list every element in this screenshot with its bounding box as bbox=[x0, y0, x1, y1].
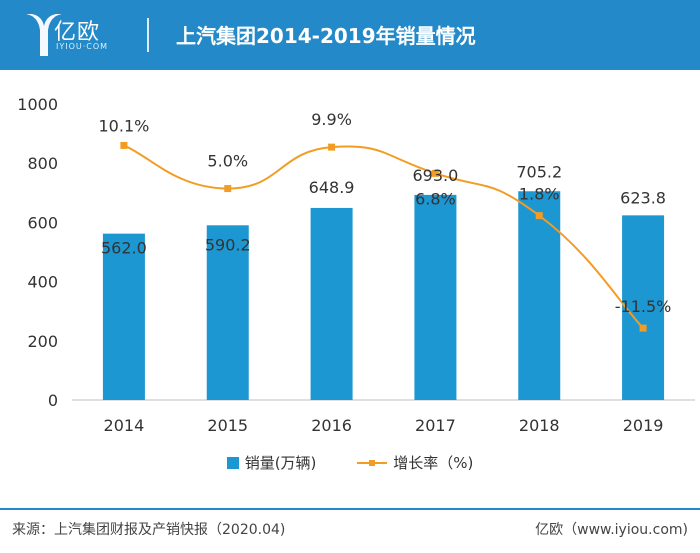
legend-bar-swatch bbox=[226, 456, 239, 469]
sales-bar bbox=[518, 191, 561, 400]
growth-marker bbox=[120, 141, 128, 149]
y-tick-label: 0 bbox=[48, 391, 58, 410]
bar-value-label: 590.2 bbox=[205, 235, 251, 254]
chart-axes: 0 200 400 600 800 1000 2014 2015 2016 2017 2018 201… bbox=[17, 95, 695, 435]
x-tick-label: 2019 bbox=[623, 416, 664, 435]
bar-value-label: 648.9 bbox=[309, 178, 355, 197]
growth-value-label: -11.5% bbox=[615, 297, 672, 316]
growth-marker bbox=[535, 212, 543, 220]
legend-growth-label: 增长率（%) bbox=[393, 454, 474, 472]
growth-line bbox=[123, 144, 644, 329]
growth-marker bbox=[224, 185, 232, 193]
y-tick-label: 200 bbox=[27, 332, 58, 351]
header-bar: 亿欧 IYIOU·COM 上汽集团2014-2019年销量情况 bbox=[0, 0, 700, 70]
bar-value-label: 705.2 bbox=[516, 162, 562, 181]
bar-value-label: 623.8 bbox=[620, 188, 666, 207]
y-tick-label: 600 bbox=[27, 213, 58, 232]
line-series bbox=[120, 141, 647, 332]
x-tick-label: 2018 bbox=[519, 416, 560, 435]
legend-line-swatch bbox=[357, 457, 388, 469]
growth-value-label: 9.9% bbox=[311, 110, 352, 129]
growth-value-label: 1.8% bbox=[519, 185, 560, 204]
sales-bar bbox=[622, 215, 665, 400]
chart-legend: 销量(万辆) 增长率（%) bbox=[0, 452, 700, 473]
x-tick-label: 2015 bbox=[207, 416, 248, 435]
bar-value-label: 562.0 bbox=[101, 239, 147, 258]
yiou-logo-icon bbox=[26, 14, 62, 56]
bar-value-label: 693.0 bbox=[413, 166, 459, 185]
y-tick-label: 1000 bbox=[17, 95, 58, 114]
brand-note: 亿欧（www.iyiou.com) bbox=[535, 522, 688, 538]
x-tick-label: 2017 bbox=[415, 416, 456, 435]
header-divider bbox=[147, 18, 149, 52]
legend-item-growth: 增长率（%) bbox=[357, 452, 473, 473]
legend-sales-label: 销量(万辆) bbox=[244, 454, 317, 472]
sales-bar bbox=[310, 207, 353, 400]
footer-divider bbox=[0, 508, 700, 510]
page-title: 上汽集团2014-2019年销量情况 bbox=[176, 24, 476, 48]
y-tick-label: 400 bbox=[27, 273, 58, 292]
y-tick-label: 800 bbox=[27, 154, 58, 173]
growth-marker bbox=[639, 324, 647, 332]
sales-bar bbox=[206, 225, 249, 400]
growth-value-label: 10.1% bbox=[99, 116, 150, 135]
logo-text: 亿欧 bbox=[54, 20, 101, 45]
sales-bar bbox=[102, 233, 145, 400]
growth-marker bbox=[328, 143, 336, 151]
growth-marker bbox=[431, 169, 439, 177]
growth-value-label: 5.0% bbox=[207, 152, 248, 171]
x-tick-label: 2016 bbox=[311, 416, 352, 435]
bar-series bbox=[102, 191, 665, 400]
data-labels: 562.0 590.2 648.9 693.0 705.2 623.8 10.1% 5.0% 9… bbox=[99, 110, 672, 316]
logo-subtext: IYIOU·COM bbox=[56, 42, 109, 51]
growth-value-label: 6.8% bbox=[415, 189, 456, 208]
sales-bar bbox=[414, 194, 457, 400]
source-note: 来源：上汽集团财报及产销快报（2020.04) bbox=[12, 522, 286, 538]
x-tick-label: 2014 bbox=[104, 416, 145, 435]
legend-item-sales: 销量(万辆) bbox=[226, 452, 317, 473]
sales-chart: 0 200 400 600 800 1000 2014 2015 2016 2017 2018 201… bbox=[17, 95, 695, 435]
